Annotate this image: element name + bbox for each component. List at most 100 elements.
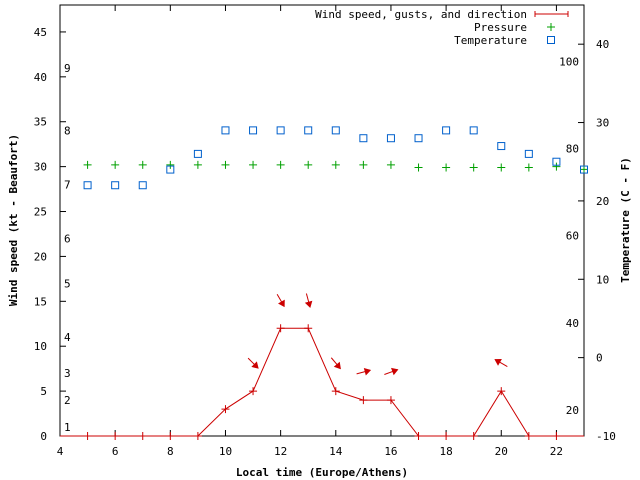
wind-point [111,432,120,440]
y-right-axis-ticks: -10 0 10 20 30 40 [578,38,616,443]
wind-series [60,324,584,440]
wind-arrow-head [494,358,502,366]
temperature-point [83,181,92,190]
pressure-point [276,160,285,169]
y-right-tick-label: 30 [596,117,609,130]
y-left-tick-label: 45 [34,26,47,39]
wind-point [552,432,561,440]
y-left-tick-label: 40 [34,71,47,84]
legend-temperature-swatch [547,36,555,44]
wind-point [249,387,258,396]
beaufort-label: 3 [64,367,71,380]
temperature-point [193,149,202,158]
x-tick-label: 12 [274,445,287,458]
beaufort-label: 2 [64,394,71,407]
x-tick-label: 22 [550,445,563,458]
wind-arrow-head [278,299,285,308]
temperature-point [359,134,368,143]
y-left-axis-ticks: 0 5 10 15 20 25 30 35 40 45 [34,26,66,443]
temperature-point [166,165,175,174]
pressure-point [552,162,561,171]
temperature-point [221,126,230,135]
wind-point [221,405,230,414]
beaufort-label: 5 [64,277,71,290]
fahrenheit-label: 80 [566,142,579,155]
pressure-point [580,165,588,174]
x-tick-label: 6 [112,445,119,458]
temperature-point [469,126,478,135]
pressure-point [221,160,230,169]
temperature-point [386,134,395,143]
wind-arrow-head [391,367,399,376]
temperature-point [111,181,120,190]
y-left-tick-label: 35 [34,116,47,129]
y-left-tick-label: 15 [34,295,47,308]
pressure-point [304,160,313,169]
legend: Wind speed, gusts, and direction Pressur… [315,8,569,47]
wind-point [193,432,202,440]
wind-direction-arrows [247,293,508,376]
x-tick-label: 10 [219,445,232,458]
wind-point [276,324,285,333]
wind-arrow-head [363,367,372,376]
pressure-point [524,163,533,172]
pressure-point [497,163,506,172]
wind-point [386,396,395,405]
temperature-point [497,142,506,151]
pressure-point [166,160,175,169]
wind-point [414,432,423,440]
pressure-point [249,160,258,169]
pressure-point [359,160,368,169]
legend-pressure-label: Pressure [474,21,527,34]
wind-point [442,432,451,440]
y-right-axis-label: Temperature (C - F) [619,157,632,283]
fahrenheit-scale-labels: 20 40 60 80 100 [559,55,579,417]
pressure-point [331,160,340,169]
y-left-tick-label: 5 [40,385,47,398]
x-axis-ticks: 4 6 8 10 12 14 16 18 20 22 [57,5,563,458]
temperature-point [276,126,285,135]
legend-temperature-marker [547,36,555,44]
wind-point [138,432,147,440]
beaufort-label: 6 [64,232,71,245]
beaufort-label: 9 [64,62,71,75]
y-left-tick-label: 0 [40,430,47,443]
wind-speed-line [60,327,584,437]
temperature-point [580,165,588,174]
pressure-point [469,163,478,172]
wind-arrow-head [304,300,313,308]
pressure-point [414,163,423,172]
wind-point [304,324,313,333]
temperature-point [138,181,147,190]
pressure-point [193,160,202,169]
legend-pressure-swatch [547,23,555,31]
y-right-tick-label: 0 [596,352,603,365]
wind-point [359,396,368,405]
beaufort-label: 8 [64,125,71,138]
wind-point [331,387,340,396]
temperature-series [83,126,588,190]
wind-point [497,387,506,396]
temperature-point [414,134,423,143]
fahrenheit-label: 20 [566,404,579,417]
temperature-point [249,126,258,135]
pressure-point [111,160,120,169]
plot-area-frame [59,4,585,437]
fahrenheit-label: 40 [566,317,579,330]
legend-wind-label: Wind speed, gusts, and direction [315,8,527,21]
wind-arrow-head [333,361,341,370]
x-tick-label: 14 [329,445,343,458]
fahrenheit-label: 60 [566,229,579,242]
y-left-tick-label: 10 [34,340,47,353]
wind-point [524,432,533,440]
y-right-tick-label: 10 [596,273,609,286]
x-tick-label: 20 [495,445,508,458]
beaufort-label: 7 [64,179,71,192]
temperature-point [442,126,451,135]
temperature-point [552,157,561,166]
pressure-series [83,160,588,174]
x-tick-label: 18 [439,445,452,458]
y-left-tick-label: 20 [34,250,47,263]
wind-point [469,432,478,440]
